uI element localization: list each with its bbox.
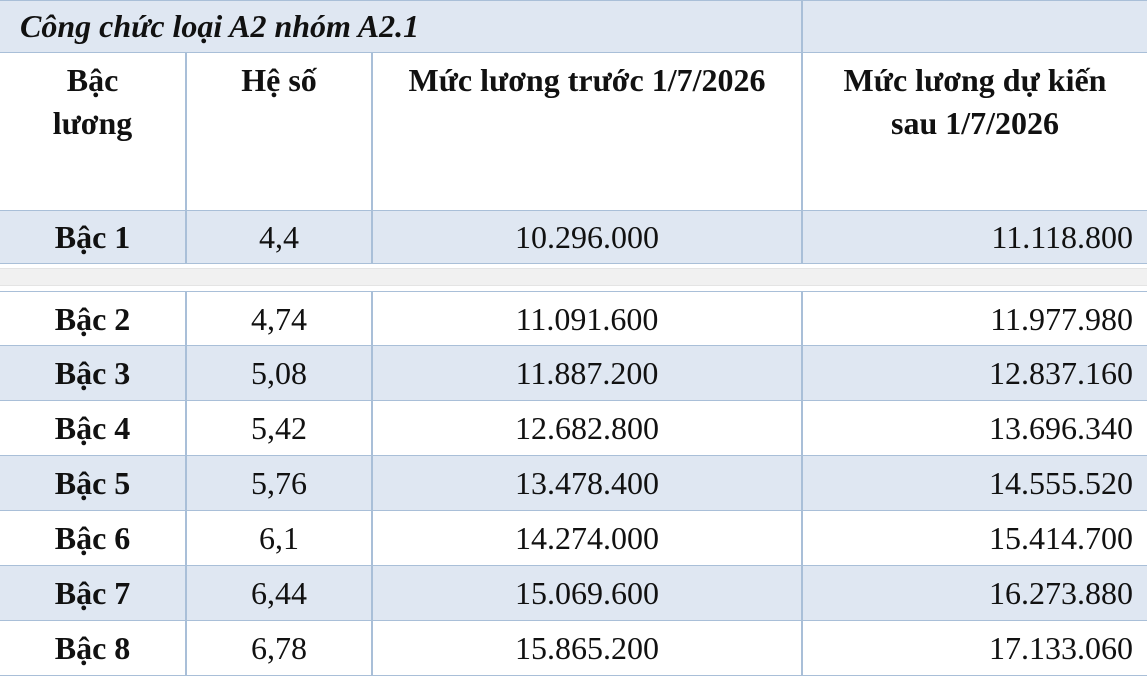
table-cell: 15.865.200 <box>372 620 802 676</box>
row-label: Bậc 4 <box>0 400 186 456</box>
column-header: Mức lương trước 1/7/2026 <box>372 52 802 211</box>
table-cell: 16.273.880 <box>802 565 1147 621</box>
table-title: Công chức loại A2 nhóm A2.1 <box>0 0 802 53</box>
row-label: Bậc 2 <box>0 291 186 347</box>
table-cell: 13.478.400 <box>372 455 802 511</box>
table-cell: 14.555.520 <box>802 455 1147 511</box>
table-cell: 6,78 <box>186 620 372 676</box>
column-header: Mức lương dự kiến sau 1/7/2026 <box>802 52 1147 211</box>
table-cell: 6,44 <box>186 565 372 621</box>
table-cell: 11.887.200 <box>372 345 802 401</box>
table-cell: 4,4 <box>186 210 372 264</box>
table-cell: 10.296.000 <box>372 210 802 264</box>
table-cell: 5,76 <box>186 455 372 511</box>
row-label: Bậc 1 <box>0 210 186 264</box>
table-cell: 6,1 <box>186 510 372 566</box>
table-cell: 17.133.060 <box>802 620 1147 676</box>
table-cell: 15.069.600 <box>372 565 802 621</box>
table-cell: 4,74 <box>186 291 372 347</box>
table-cell: 12.682.800 <box>372 400 802 456</box>
row-separator <box>0 268 1147 286</box>
table-cell: 11.118.800 <box>802 210 1147 264</box>
table-cell: 11.091.600 <box>372 291 802 347</box>
table-cell: 14.274.000 <box>372 510 802 566</box>
row-label: Bậc 3 <box>0 345 186 401</box>
empty-cell <box>802 0 1147 53</box>
row-label: Bậc 7 <box>0 565 186 621</box>
table-cell: 13.696.340 <box>802 400 1147 456</box>
table-cell: 11.977.980 <box>802 291 1147 347</box>
row-label: Bậc 5 <box>0 455 186 511</box>
table-cell: 15.414.700 <box>802 510 1147 566</box>
column-header: Hệ số <box>186 52 372 211</box>
table-cell: 5,42 <box>186 400 372 456</box>
table-cell: 12.837.160 <box>802 345 1147 401</box>
row-label: Bậc 6 <box>0 510 186 566</box>
table-cell: 5,08 <box>186 345 372 401</box>
row-label: Bậc 8 <box>0 620 186 676</box>
column-header: Bậc lương <box>0 52 186 211</box>
